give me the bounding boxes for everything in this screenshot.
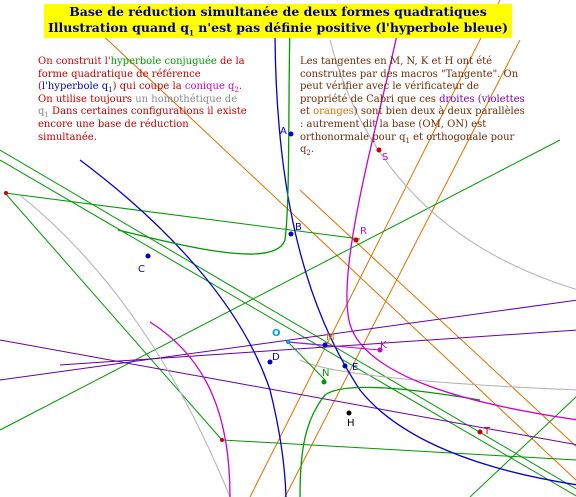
note-left-conjugate-hyperbola: hyperbole conjuguée bbox=[110, 56, 217, 67]
title-line-2: Illustration quand q1 n'est pas définie … bbox=[44, 20, 512, 38]
green-line-7 bbox=[0, 139, 561, 431]
note-right-part-5: ) sont bien deux à deux parallèles : aut… bbox=[300, 106, 525, 143]
note-left-part-9: Dans certaines configurations il existe … bbox=[38, 106, 247, 143]
note-right-part-6: et orthogonale pour q bbox=[300, 131, 515, 156]
label-E: E bbox=[352, 362, 358, 373]
note-left-conic-q2: conique q2 bbox=[184, 81, 239, 95]
note-left-part-1: On construit l' bbox=[38, 56, 111, 67]
point-O[interactable] bbox=[286, 340, 290, 344]
label-O: O bbox=[272, 328, 281, 339]
gray-curve-3 bbox=[299, 359, 576, 391]
point-A[interactable] bbox=[288, 131, 294, 137]
blue-hyperbola-q1-branch-1 bbox=[274, 34, 576, 486]
point-M[interactable] bbox=[322, 342, 328, 348]
note-right-q1-sub: 1 bbox=[405, 136, 410, 145]
label-B: B bbox=[295, 222, 302, 233]
point-R[interactable] bbox=[353, 237, 359, 243]
point-S[interactable] bbox=[376, 147, 382, 153]
label-D: D bbox=[272, 352, 280, 363]
violet-tangent-line-3 bbox=[59, 329, 576, 366]
note-left-hyperbola-q1-sub: 1 bbox=[108, 86, 113, 95]
explanation-left: On construit l'hyperbole conjuguée de la… bbox=[38, 56, 250, 144]
title-line-2-sub: 1 bbox=[189, 28, 194, 38]
point-D[interactable] bbox=[267, 359, 273, 365]
note-left-part-5: ) qui coupe la bbox=[112, 81, 185, 93]
blue-hyperbola-q1-branch-2 bbox=[79, 159, 287, 497]
note-right-part-1: Les tangentes en M, N, K et H ont été co… bbox=[300, 56, 519, 105]
point-C[interactable] bbox=[145, 253, 151, 259]
violet-tangent-line-1 bbox=[0, 339, 576, 446]
label-A: A bbox=[280, 126, 287, 137]
green-line-3 bbox=[4, 192, 361, 240]
note-left-part-7: . On utilise toujours bbox=[38, 81, 243, 105]
green-line-5 bbox=[221, 439, 576, 461]
note-right-part-7: . bbox=[310, 144, 315, 156]
label-N: N bbox=[322, 368, 329, 379]
point-B[interactable] bbox=[288, 231, 294, 237]
point-left-vertex bbox=[4, 191, 8, 195]
green-line-6 bbox=[469, 396, 576, 497]
point-N[interactable] bbox=[321, 379, 327, 385]
point-K[interactable] bbox=[377, 347, 383, 353]
title-line-2-start: Illustration quand q bbox=[47, 20, 190, 35]
point-T[interactable] bbox=[477, 429, 483, 435]
green-line-2 bbox=[0, 159, 576, 497]
gray-curve-2 bbox=[329, 39, 576, 290]
label-T: T bbox=[483, 426, 491, 437]
note-right-violet-lines: droites (violettes bbox=[439, 93, 525, 105]
point-bottom-left-vertex bbox=[220, 438, 224, 442]
magenta-conic-q2-branch-1 bbox=[346, 19, 576, 421]
orange-tangent-line-3 bbox=[284, 39, 521, 497]
note-left-conic-q2-text: conique q bbox=[184, 81, 235, 93]
segment-OK bbox=[287, 341, 381, 351]
explanation-right: Les tangentes en M, N, K et H ont été co… bbox=[300, 56, 525, 157]
label-S: S bbox=[382, 152, 388, 163]
orange-tangent-line-1 bbox=[94, 27, 576, 481]
magenta-conic-q2-branch-2 bbox=[149, 321, 231, 497]
label-M: M bbox=[326, 332, 335, 343]
label-H: H bbox=[347, 418, 355, 429]
violet-tangent-line-2 bbox=[0, 299, 576, 381]
note-left-hyperbola-q1: l'hyperbole q1 bbox=[41, 81, 113, 95]
green-line-4 bbox=[4, 192, 223, 441]
note-right-orange-lines: oranges bbox=[313, 106, 354, 118]
title-line-1: Base de réduction simultanée de deux for… bbox=[69, 4, 487, 19]
title-line-2-end: n'est pas définie positive (l'hyperbole … bbox=[193, 20, 509, 35]
label-C: C bbox=[138, 264, 145, 275]
note-left-homothetic: un homothétique de q1 bbox=[38, 93, 238, 120]
note-left-homothetic-sub: 1 bbox=[44, 111, 49, 120]
page-title: Base de réduction simultanée de deux for… bbox=[44, 4, 512, 38]
segment-ON bbox=[287, 341, 326, 381]
green-conjugate-hyperbola-branch-2 bbox=[299, 386, 481, 497]
point-E[interactable] bbox=[342, 363, 348, 369]
note-left-part-3: de la forme quadratique de référence ( bbox=[38, 56, 245, 93]
note-left-conic-q2-sub: 2 bbox=[234, 86, 239, 95]
gray-curve-1 bbox=[19, 194, 231, 497]
note-left-hyperbola-q1-text: l'hyperbole q bbox=[41, 81, 109, 93]
label-R: R bbox=[360, 226, 367, 237]
point-H[interactable] bbox=[346, 410, 352, 416]
orange-tangent-line-4 bbox=[249, 0, 501, 497]
note-right-q2-sub: 2 bbox=[306, 149, 311, 158]
green-conjugate-hyperbola-branch-1 bbox=[117, 19, 291, 255]
note-left-homothetic-text: un homothétique de q bbox=[38, 93, 238, 118]
label-K: K bbox=[380, 340, 387, 351]
note-right-part-3: et bbox=[300, 106, 314, 118]
